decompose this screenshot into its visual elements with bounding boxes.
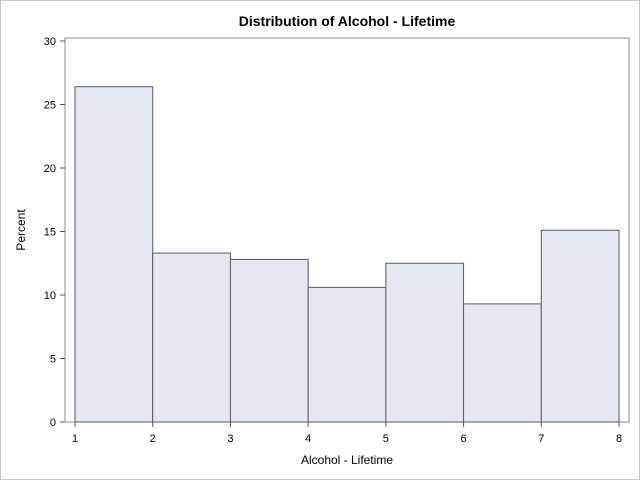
y-tick-label: 20 <box>44 163 56 175</box>
y-tick-label: 30 <box>44 36 56 48</box>
histogram-bar-3 <box>229 258 309 423</box>
bars-group <box>74 86 620 423</box>
histogram-bar-6 <box>463 303 542 423</box>
y-tick-label: 25 <box>44 100 56 112</box>
y-tick-label: 15 <box>44 227 56 239</box>
y-axis-label: Percent <box>14 209 28 251</box>
x-tick-label: 6 <box>461 433 467 445</box>
x-axis: 1 2 3 4 5 6 7 8 <box>72 422 622 445</box>
histogram-bar-5 <box>385 262 465 423</box>
x-tick-label: 3 <box>227 433 233 445</box>
x-tick-label: 1 <box>72 433 78 445</box>
x-axis-label: Alcohol - Lifetime <box>301 453 393 467</box>
y-axis: 0 5 10 15 20 25 30 <box>44 36 65 429</box>
x-tick-label: 5 <box>383 433 389 445</box>
histogram-bar-4 <box>307 286 387 423</box>
chart-title: Distribution of Alcohol - Lifetime <box>239 13 456 29</box>
x-tick-label: 4 <box>305 433 311 445</box>
y-tick-label: 10 <box>44 290 56 302</box>
histogram-bar-2 <box>152 252 231 423</box>
histogram-bar-1 <box>74 86 154 423</box>
x-tick-label: 8 <box>616 433 622 445</box>
histogram-bar-7 <box>540 229 620 423</box>
x-tick-label: 2 <box>150 433 156 445</box>
y-tick-label: 0 <box>50 417 56 429</box>
x-tick-label: 7 <box>538 433 544 445</box>
y-tick-label: 5 <box>50 354 56 366</box>
